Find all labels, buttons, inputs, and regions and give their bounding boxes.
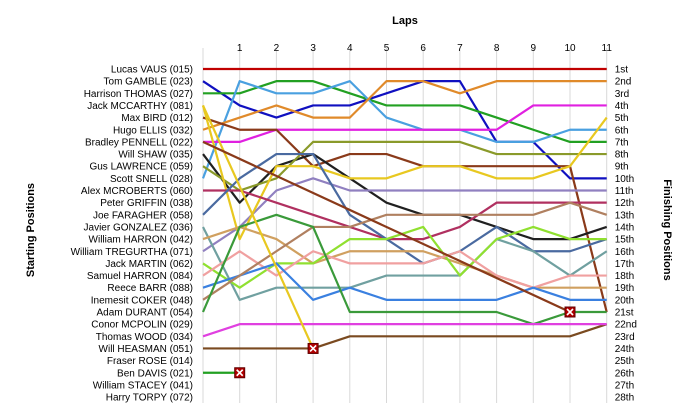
- starting-position-labels: Lucas VAUS (015)Tom GAMBLE (023)Harrison…: [71, 65, 193, 404]
- finishing-position-label: 18th: [615, 271, 634, 282]
- retirement-markers: [234, 306, 576, 379]
- starting-driver-label: Javier GONZALEZ (036): [84, 222, 193, 233]
- starting-driver-label: Ben DAVIS (021): [117, 368, 193, 379]
- starting-driver-label: Fraser ROSE (014): [107, 356, 193, 367]
- starting-driver-label: Max BIRD (012): [121, 113, 193, 124]
- starting-driver-label: Inemesit COKER (048): [91, 295, 193, 306]
- finishing-position-label: 6th: [615, 125, 629, 136]
- finishing-position-label: 22nd: [615, 320, 637, 331]
- starting-driver-label: Hugo ELLIS (032): [113, 125, 193, 136]
- starting-driver-label: Gus LAWRENCE (059): [89, 162, 193, 173]
- finishing-position-label: 19th: [615, 283, 634, 294]
- left-axis-title: Starting Positions: [25, 183, 37, 277]
- driver-position-line: [202, 177, 607, 253]
- finishing-position-label: 11th: [615, 186, 634, 197]
- starting-driver-label: Thomas WOOD (034): [96, 332, 193, 343]
- right-axis-title: Finishing Positions: [661, 179, 673, 280]
- finishing-position-label: 20th: [615, 295, 634, 306]
- lap-tick-label: 5: [384, 43, 390, 54]
- starting-driver-label: Lucas VAUS (015): [111, 65, 193, 76]
- driver-position-line: [201, 105, 608, 241]
- driver-position-line: [202, 80, 607, 131]
- driver-position-line: [202, 226, 608, 301]
- starting-driver-label: Alex MCROBERTS (060): [81, 186, 193, 197]
- retirement-marker-icon: [234, 367, 246, 379]
- finishing-position-label: 9th: [615, 162, 629, 173]
- lap-tick-label: 6: [420, 43, 426, 54]
- starting-driver-label: Reece BARR (088): [107, 283, 193, 294]
- driver-position-line: [203, 323, 608, 350]
- lap-tick-label: 1: [237, 43, 243, 54]
- retired-driver-line: [202, 140, 571, 313]
- finishing-position-label: 25th: [615, 356, 634, 367]
- finishing-position-label: 14th: [615, 222, 634, 233]
- finishing-position-label: 24th: [615, 344, 634, 355]
- starting-driver-label: Bradley PENNELL (022): [85, 137, 193, 148]
- driver-position-line: [202, 225, 607, 289]
- finishing-position-label: 23rd: [615, 332, 635, 343]
- driver-position-line: [201, 80, 607, 179]
- finishing-position-labels: 1st2nd3rd4th5th6th7th8th9th10th11th12th1…: [615, 65, 637, 404]
- lap-tick-labels: 1 2 3 4 5 6 7 8 9 10 11: [237, 43, 612, 54]
- finishing-position-label: 8th: [615, 150, 629, 161]
- lap-tick-label: 9: [531, 43, 537, 54]
- lap-tick-label: 8: [494, 43, 500, 54]
- driver-position-line: [203, 104, 607, 143]
- finishing-position-label: 4th: [615, 101, 629, 112]
- starting-driver-label: Joe FARAGHER (058): [93, 210, 193, 221]
- finishing-position-label: 13th: [615, 210, 634, 221]
- driver-position-line: [202, 116, 608, 313]
- driver-position-line: [202, 262, 607, 301]
- starting-driver-label: William STACEY (041): [93, 380, 193, 391]
- finishing-position-label: 15th: [615, 235, 634, 246]
- retirement-marker-icon: [307, 342, 319, 354]
- grid-lines: [202, 48, 608, 404]
- finishing-position-label: 1st: [615, 65, 629, 76]
- lap-tick-label: 4: [347, 43, 353, 54]
- starting-driver-label: William TREGURTHA (071): [71, 247, 193, 258]
- starting-driver-label: Will SHAW (035): [118, 150, 193, 161]
- starting-driver-label: Harry TORPY (072): [106, 393, 193, 404]
- starting-driver-label: William HARRON (042): [89, 235, 193, 246]
- driver-position-line: [202, 225, 607, 289]
- finishing-position-label: 27th: [615, 380, 634, 391]
- finishing-position-label: 28th: [615, 393, 634, 404]
- finishing-position-label: 17th: [615, 259, 634, 270]
- retirement-marker-icon: [564, 306, 576, 318]
- starting-driver-label: Jack MARTIN (062): [105, 259, 193, 270]
- lap-tick-label: 3: [310, 43, 316, 54]
- finishing-position-label: 12th: [615, 198, 634, 209]
- lap-tick-label: 2: [274, 43, 280, 54]
- finishing-position-label: 2nd: [615, 77, 632, 88]
- starting-driver-label: Conor MCPOLIN (029): [91, 320, 193, 331]
- starting-driver-label: Harrison THOMAS (027): [84, 89, 193, 100]
- driver-position-line: [201, 213, 607, 326]
- starting-driver-label: Jack MCCARTHY (081): [87, 101, 193, 112]
- finishing-position-label: 3rd: [615, 89, 629, 100]
- finishing-position-label: 26th: [615, 368, 634, 379]
- driver-position-line: [202, 250, 607, 289]
- starting-driver-label: Tom GAMBLE (023): [104, 77, 193, 88]
- starting-driver-label: Will HEASMAN (051): [99, 344, 193, 355]
- driver-position-line: [202, 323, 607, 338]
- finishing-position-label: 5th: [615, 113, 629, 124]
- finishing-position-label: 21st: [615, 308, 634, 319]
- finishing-position-label: 7th: [615, 137, 629, 148]
- finishing-position-label: 10th: [615, 174, 634, 185]
- starting-driver-label: Scott SNELL (028): [110, 174, 193, 185]
- lap-tick-label: 10: [564, 43, 576, 54]
- starting-driver-label: Adam DURANT (054): [96, 308, 193, 319]
- driver-position-line: [202, 80, 607, 180]
- driver-position-line: [203, 189, 607, 241]
- driver-position-line: [203, 80, 607, 143]
- starting-driver-label: Peter GRIFFIN (038): [100, 198, 193, 209]
- top-axis-title: Laps: [392, 15, 418, 27]
- finishing-position-label: 16th: [615, 247, 634, 258]
- lap-tick-label: 11: [602, 43, 613, 54]
- lap-tick-label: 7: [457, 43, 463, 54]
- series-lines: [201, 67, 608, 374]
- retired-driver-line: [201, 104, 315, 349]
- starting-driver-label: Samuel HARRON (084): [87, 271, 193, 282]
